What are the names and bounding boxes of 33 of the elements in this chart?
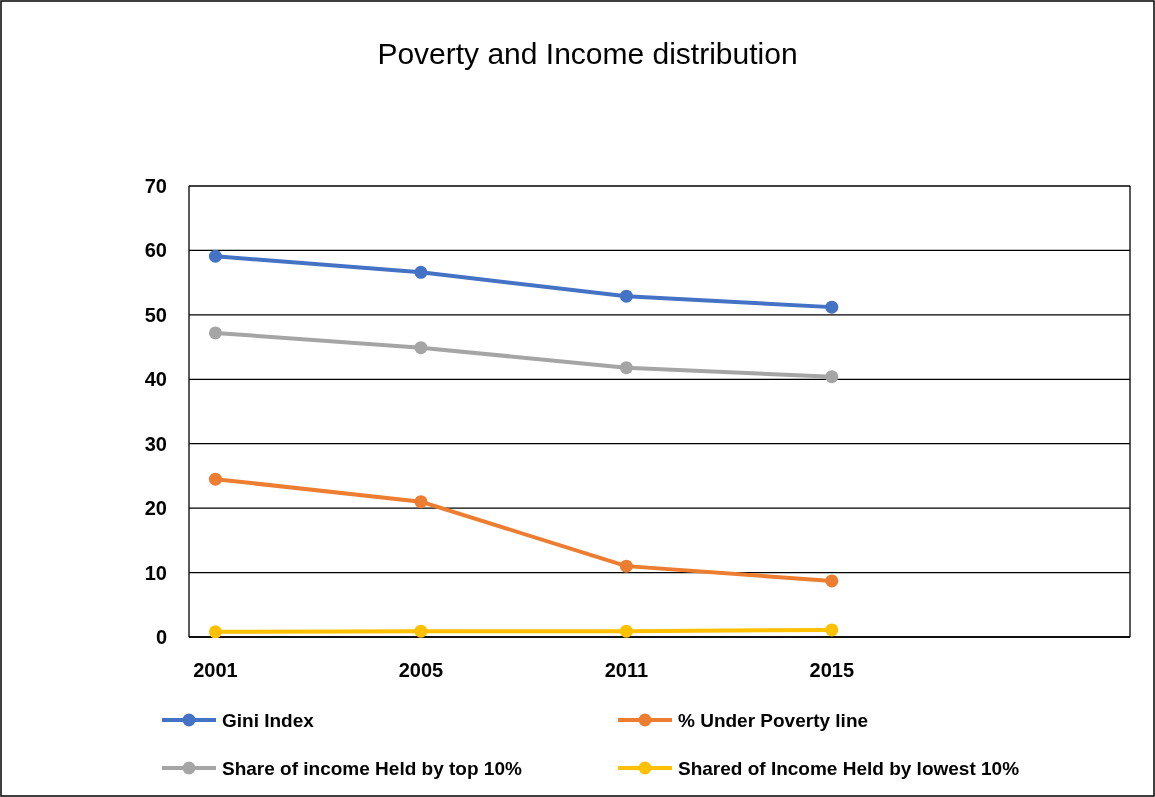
point <box>619 624 633 638</box>
point <box>619 289 633 303</box>
y-tick-label: 50 <box>144 303 167 326</box>
point <box>414 495 428 509</box>
point <box>208 472 222 486</box>
legend-label: % Under Poverty line <box>678 709 869 731</box>
point <box>619 361 633 375</box>
point <box>825 300 839 314</box>
legend-label: Gini Index <box>222 709 315 731</box>
y-tick-label: 20 <box>144 497 167 520</box>
x-tick-label: 2011 <box>604 659 649 681</box>
point <box>414 624 428 638</box>
y-tick-label: 60 <box>144 239 167 262</box>
point <box>825 370 839 384</box>
y-tick-label: 10 <box>144 561 167 584</box>
point <box>208 326 222 340</box>
legend-label: Shared of Income Held by lowest 10% <box>678 757 1020 779</box>
x-tick-label: 2015 <box>809 659 855 681</box>
point <box>414 341 428 355</box>
y-tick-label: 70 <box>144 175 167 197</box>
legend-label: Share of income Held by top 10% <box>222 757 522 779</box>
x-tick-label: 2005 <box>398 659 444 681</box>
point <box>825 574 839 588</box>
point <box>208 625 222 639</box>
point <box>825 623 839 637</box>
x-tick-label: 2001 <box>193 659 238 681</box>
point <box>208 249 222 263</box>
y-tick-label: 0 <box>155 626 167 648</box>
y-tick-label: 30 <box>144 432 167 455</box>
y-tick-label: 40 <box>144 368 167 391</box>
chart-title: Poverty and Income distribution <box>377 37 798 70</box>
point <box>414 265 428 279</box>
point <box>619 559 633 573</box>
